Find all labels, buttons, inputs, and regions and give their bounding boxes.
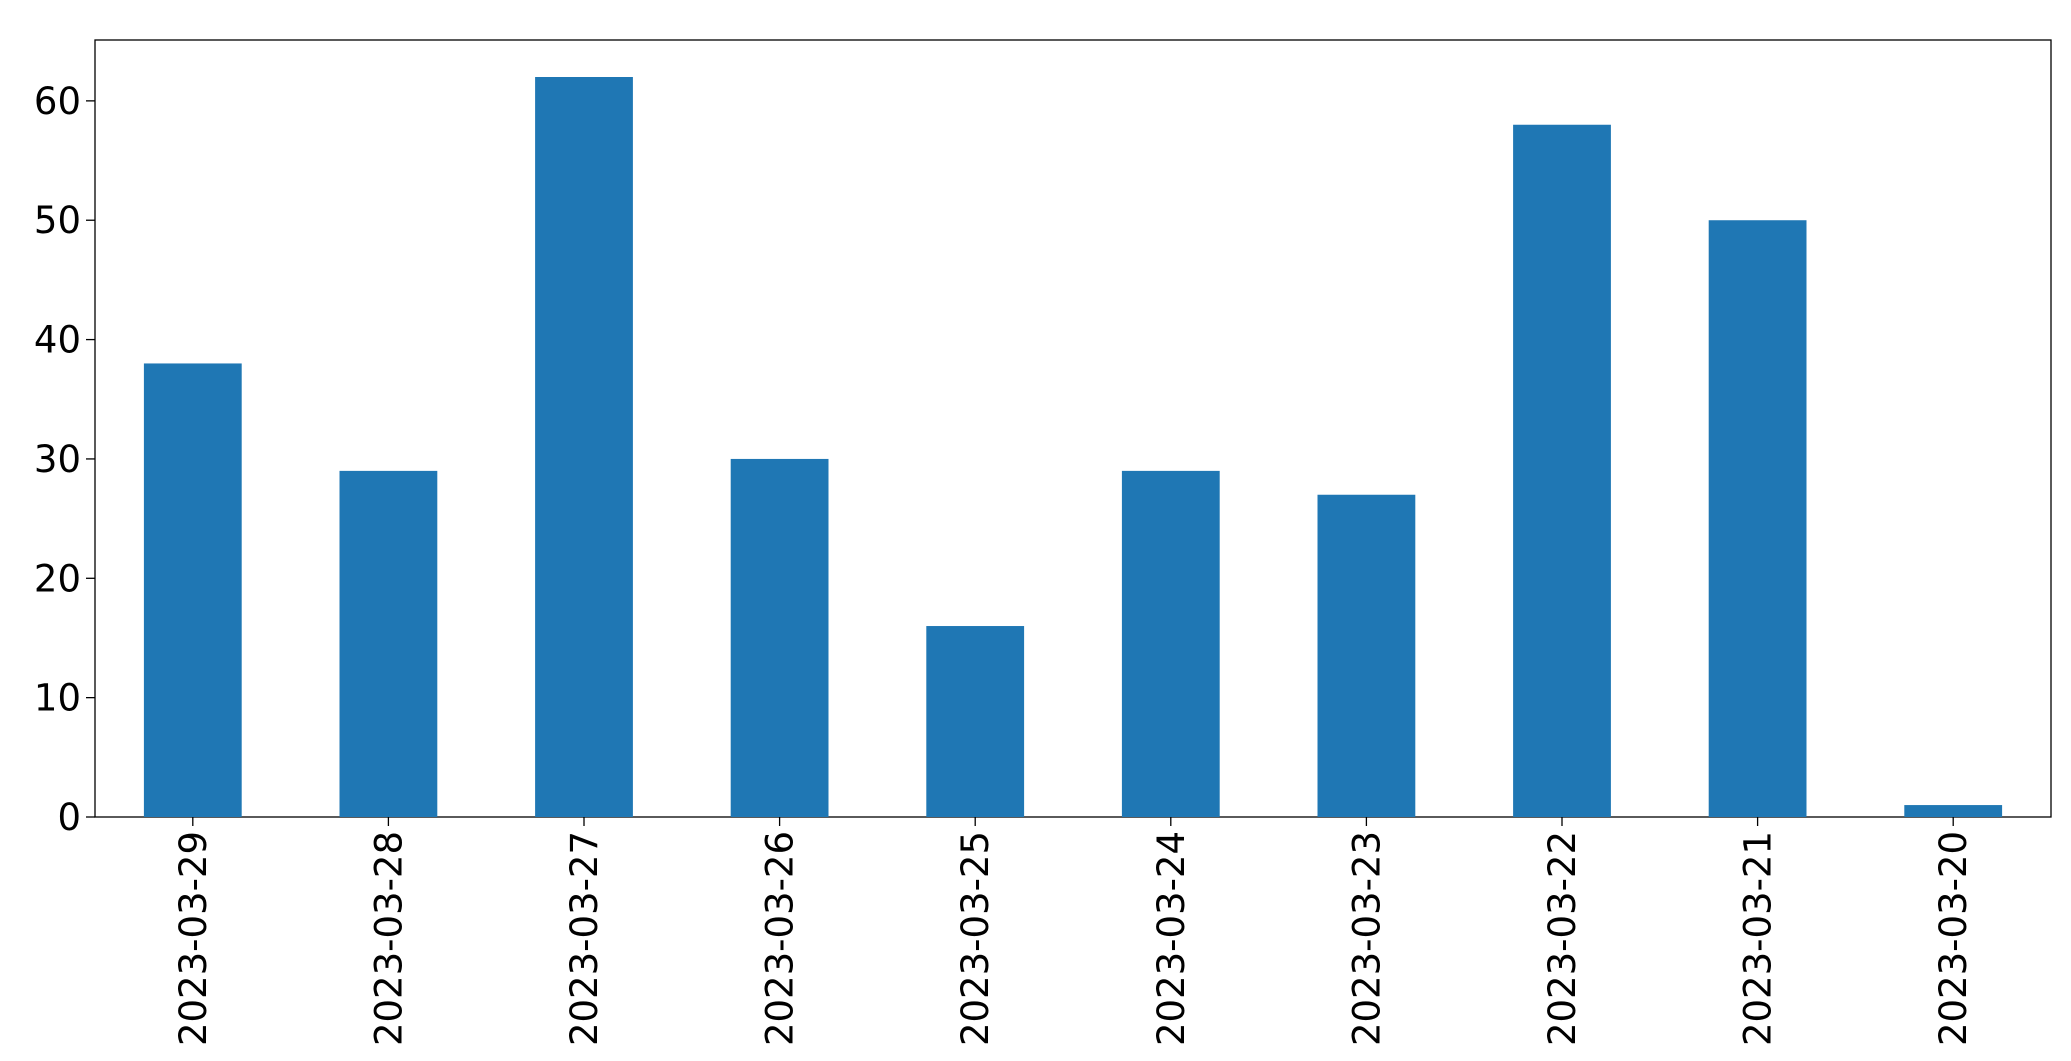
bar	[1904, 805, 2003, 817]
y-tick-label: 0	[57, 796, 81, 839]
y-tick-label: 40	[34, 319, 81, 362]
x-tick-label: 2023-03-26	[759, 831, 802, 1046]
x-tick-label: 2023-03-20	[1932, 831, 1975, 1046]
x-tick-label: 2023-03-24	[1150, 831, 1193, 1046]
bar	[1121, 470, 1220, 817]
bar	[1513, 124, 1611, 817]
bar	[730, 458, 829, 817]
bar	[535, 77, 633, 817]
x-tick-label: 2023-03-25	[954, 831, 997, 1046]
bar	[1708, 220, 1807, 817]
x-tick-label: 2023-03-22	[1541, 831, 1584, 1046]
x-tick-label: 2023-03-29	[172, 831, 215, 1046]
bar	[339, 470, 438, 817]
y-tick-label: 10	[34, 677, 81, 720]
x-tick-label: 2023-03-21	[1737, 831, 1780, 1046]
y-tick-label: 20	[34, 557, 81, 600]
bar	[143, 363, 242, 817]
x-tick-label: 2023-03-28	[367, 831, 410, 1046]
y-tick-label: 30	[34, 438, 81, 481]
plot-frame	[94, 39, 2052, 818]
bar	[926, 626, 1025, 817]
bar	[1317, 494, 1416, 817]
y-tick-label: 60	[34, 80, 81, 123]
y-tick-label: 50	[34, 199, 81, 242]
x-tick-label: 2023-03-27	[563, 831, 606, 1046]
x-tick-label: 2023-03-23	[1345, 831, 1388, 1046]
